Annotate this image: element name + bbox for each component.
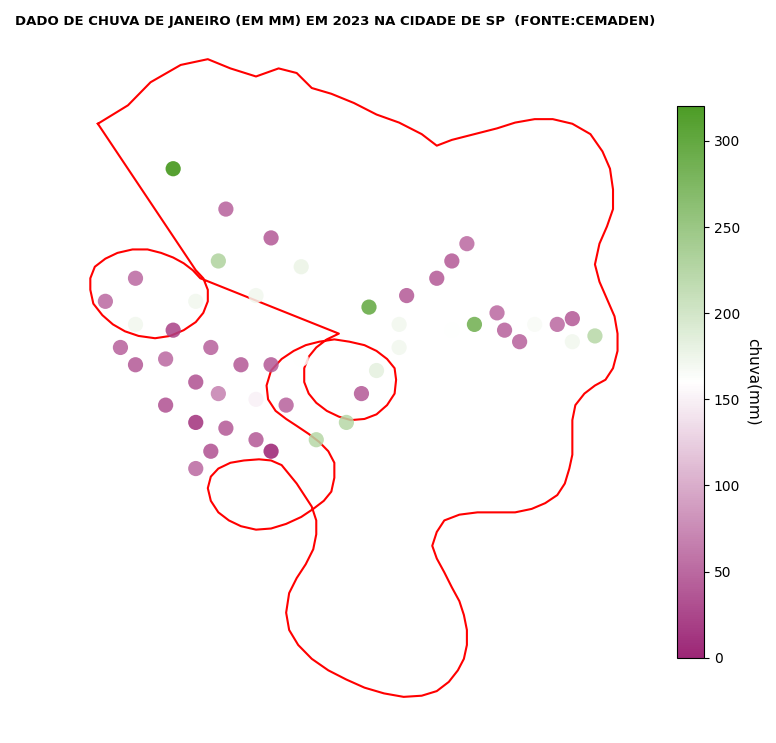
Point [370, 365, 383, 377]
Point [551, 319, 563, 331]
Point [393, 319, 405, 331]
Point [167, 324, 179, 336]
Point [445, 324, 458, 336]
Point [265, 359, 277, 371]
Point [491, 307, 504, 319]
Point [310, 434, 323, 446]
Point [167, 163, 179, 175]
Point [130, 273, 142, 285]
Point [114, 342, 126, 354]
Point [235, 359, 248, 371]
Point [189, 463, 202, 475]
Point [159, 353, 171, 365]
Point [445, 255, 458, 267]
Point [265, 445, 277, 457]
Point [265, 232, 277, 244]
Point [130, 359, 142, 371]
Point [400, 290, 413, 302]
Point [212, 388, 224, 400]
Point [468, 319, 480, 331]
Point [250, 434, 262, 446]
Point [514, 336, 526, 348]
Point [498, 324, 511, 336]
Point [220, 203, 232, 215]
Point [189, 296, 202, 308]
Point [130, 319, 142, 331]
Point [212, 255, 224, 267]
Text: DADO DE CHUVA DE JANEIRO (EM MM) EM 2023 NA CIDADE DE SP  (FONTE:CEMADEN): DADO DE CHUVA DE JANEIRO (EM MM) EM 2023… [15, 15, 655, 28]
Point [189, 417, 202, 429]
Point [589, 330, 601, 342]
Point [250, 290, 262, 302]
Point [566, 313, 579, 325]
Point [250, 393, 262, 405]
Point [295, 261, 307, 273]
Point [189, 376, 202, 388]
Point [340, 417, 352, 429]
Point [205, 445, 217, 457]
Point [566, 336, 579, 348]
Point [431, 273, 443, 285]
Y-axis label: chuva(mm): chuva(mm) [746, 338, 761, 426]
Point [220, 422, 232, 434]
Point [205, 342, 217, 354]
Point [355, 388, 368, 400]
Point [528, 319, 541, 331]
Point [295, 353, 307, 365]
Point [461, 238, 473, 250]
Point [393, 342, 405, 354]
Point [280, 399, 293, 411]
Point [99, 296, 112, 308]
Point [363, 301, 376, 313]
Point [159, 399, 171, 411]
